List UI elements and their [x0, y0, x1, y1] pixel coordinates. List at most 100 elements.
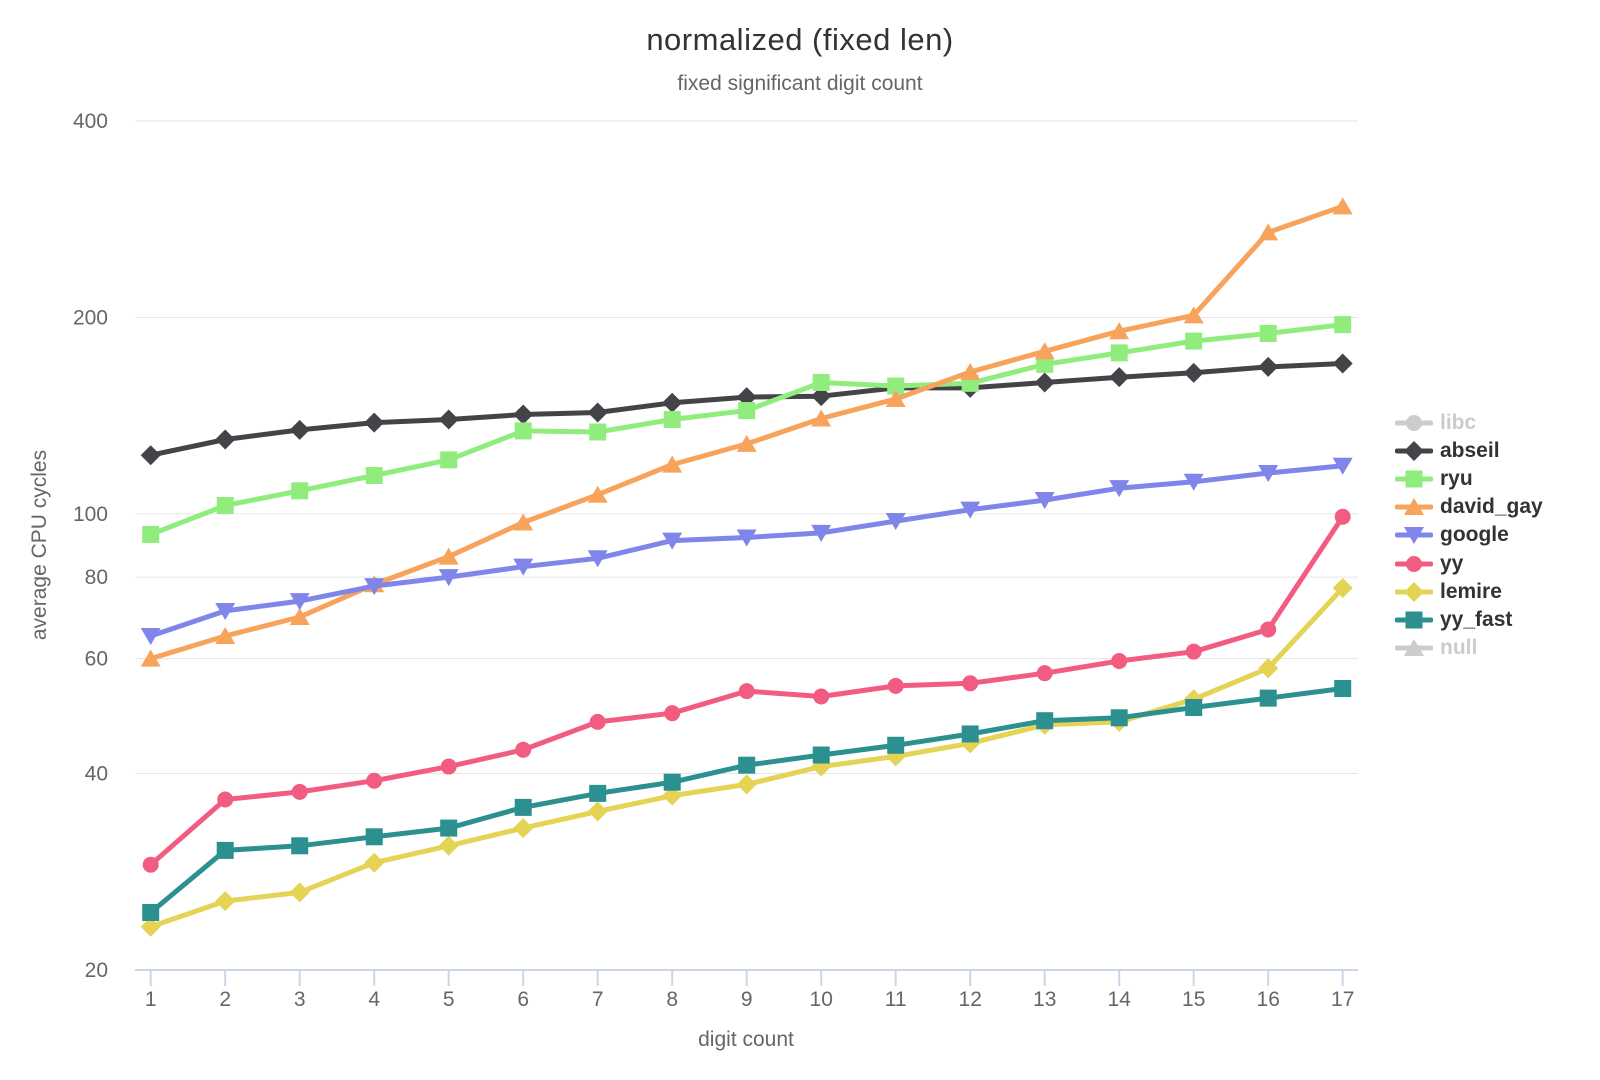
series-marker-google — [885, 513, 906, 531]
series-marker-ryu — [738, 402, 756, 420]
legend-label: google — [1440, 523, 1509, 547]
series-marker-google — [140, 627, 161, 645]
series-marker-lemire — [289, 882, 310, 903]
series-marker-yy — [1111, 653, 1128, 670]
series-marker-lemire — [1258, 658, 1279, 679]
series-marker-abseil — [662, 392, 683, 413]
series-marker-david_gay — [438, 547, 459, 565]
series-marker-yy — [1185, 643, 1202, 660]
series-marker-yy — [142, 856, 159, 873]
legend-marker-triangle-down-icon — [1395, 527, 1433, 545]
legend-item-lemire[interactable]: lemire — [1395, 578, 1502, 606]
legend-marker-triangle-icon — [1395, 638, 1433, 656]
series-marker-david_gay — [662, 455, 683, 473]
series-marker-abseil — [438, 409, 459, 430]
legend-label: ryu — [1440, 467, 1473, 491]
series-marker-david_gay — [736, 434, 757, 452]
series-marker-yy — [589, 713, 606, 730]
series-marker-lemire — [736, 774, 757, 795]
series-marker-david_gay — [140, 649, 161, 667]
series-marker-yy_fast — [216, 841, 234, 859]
series-marker-yy — [887, 677, 904, 694]
x-tick-label: 9 — [741, 988, 753, 1011]
x-tick-label: 10 — [810, 988, 833, 1011]
legend-item-ryu[interactable]: ryu — [1395, 465, 1473, 493]
legend-marker-circle-icon — [1395, 415, 1433, 431]
series-marker-google — [1258, 465, 1279, 483]
x-tick-label: 3 — [294, 988, 306, 1011]
series-marker-google — [215, 602, 236, 620]
series-marker-google — [662, 532, 683, 550]
series-marker-ryu — [887, 377, 905, 395]
series-marker-abseil — [364, 412, 385, 433]
series-marker-yy — [1334, 508, 1351, 525]
legend-item-google[interactable]: google — [1395, 521, 1509, 549]
series-marker-yy_fast — [291, 837, 309, 855]
series-marker-abseil — [587, 402, 608, 423]
series-marker-yy — [1036, 665, 1053, 682]
series-marker-ryu — [589, 423, 607, 441]
y-tick-label: 200 — [73, 306, 108, 329]
y-axis-title: average CPU cycles — [28, 449, 51, 641]
series-marker-ryu — [1334, 316, 1352, 334]
series-marker-abseil — [140, 445, 161, 466]
x-tick-label: 2 — [219, 988, 231, 1011]
series-marker-google — [960, 501, 981, 519]
x-tick-label: 5 — [443, 988, 455, 1011]
series-marker-yy_fast — [1110, 709, 1128, 727]
series-marker-yy_fast — [1036, 712, 1054, 730]
series-marker-yy — [366, 772, 383, 789]
legend-item-libc[interactable]: libc — [1395, 409, 1476, 437]
x-tick-label: 12 — [959, 988, 982, 1011]
legend-item-abseil[interactable]: abseil — [1395, 437, 1500, 465]
series-marker-abseil — [811, 386, 832, 407]
series-marker-yy_fast — [440, 819, 458, 837]
series-marker-david_gay — [1109, 322, 1130, 340]
legend-marker-square-icon — [1395, 470, 1433, 488]
x-tick-label: 14 — [1108, 988, 1132, 1011]
series-marker-yy — [664, 705, 681, 722]
series-marker-ryu — [216, 497, 234, 515]
series-marker-yy_fast — [738, 756, 756, 774]
series-marker-yy — [515, 741, 532, 758]
series-marker-ryu — [514, 422, 532, 440]
x-tick-label: 15 — [1182, 988, 1205, 1011]
series-marker-david_gay — [1258, 223, 1279, 241]
x-tick-label: 16 — [1257, 988, 1280, 1011]
chart-title: normalized (fixed len) — [646, 22, 954, 57]
series-marker-david_gay — [1034, 342, 1055, 360]
series-marker-google — [438, 569, 459, 587]
series-marker-abseil — [1332, 353, 1353, 374]
legend-marker-diamond-icon — [1395, 581, 1433, 602]
series-marker-ryu — [1110, 344, 1128, 362]
series-marker-yy — [1260, 621, 1277, 638]
series-marker-yy_fast — [365, 828, 383, 846]
series-marker-google — [587, 550, 608, 568]
series-marker-yy_fast — [1334, 680, 1352, 698]
series-marker-yy_fast — [142, 903, 160, 921]
legend-item-yy[interactable]: yy — [1395, 550, 1463, 578]
series-marker-abseil — [289, 419, 310, 440]
x-tick-label: 8 — [666, 988, 678, 1011]
series-marker-lemire — [140, 916, 161, 937]
series-marker-david_gay — [811, 409, 832, 427]
legend-marker-circle-icon — [1395, 555, 1433, 572]
series-marker-david_gay — [513, 513, 534, 531]
legend-item-null[interactable]: null — [1395, 634, 1477, 662]
y-tick-label: 60 — [85, 648, 108, 671]
series-marker-david_gay — [1332, 197, 1353, 215]
series-marker-abseil — [1258, 356, 1279, 377]
series-marker-ryu — [291, 482, 309, 500]
series-marker-abseil — [513, 404, 534, 425]
series-marker-google — [289, 593, 310, 611]
series-marker-david_gay — [885, 389, 906, 407]
legend-item-david_gay[interactable]: david_gay — [1395, 493, 1543, 521]
series-marker-lemire — [513, 818, 534, 839]
series-marker-lemire — [587, 801, 608, 822]
legend-marker-diamond-icon — [1395, 441, 1433, 462]
series-marker-abseil — [215, 429, 236, 450]
legend-item-yy_fast[interactable]: yy_fast — [1395, 606, 1512, 634]
series-marker-abseil — [1183, 362, 1204, 383]
series-marker-yy — [291, 783, 308, 800]
